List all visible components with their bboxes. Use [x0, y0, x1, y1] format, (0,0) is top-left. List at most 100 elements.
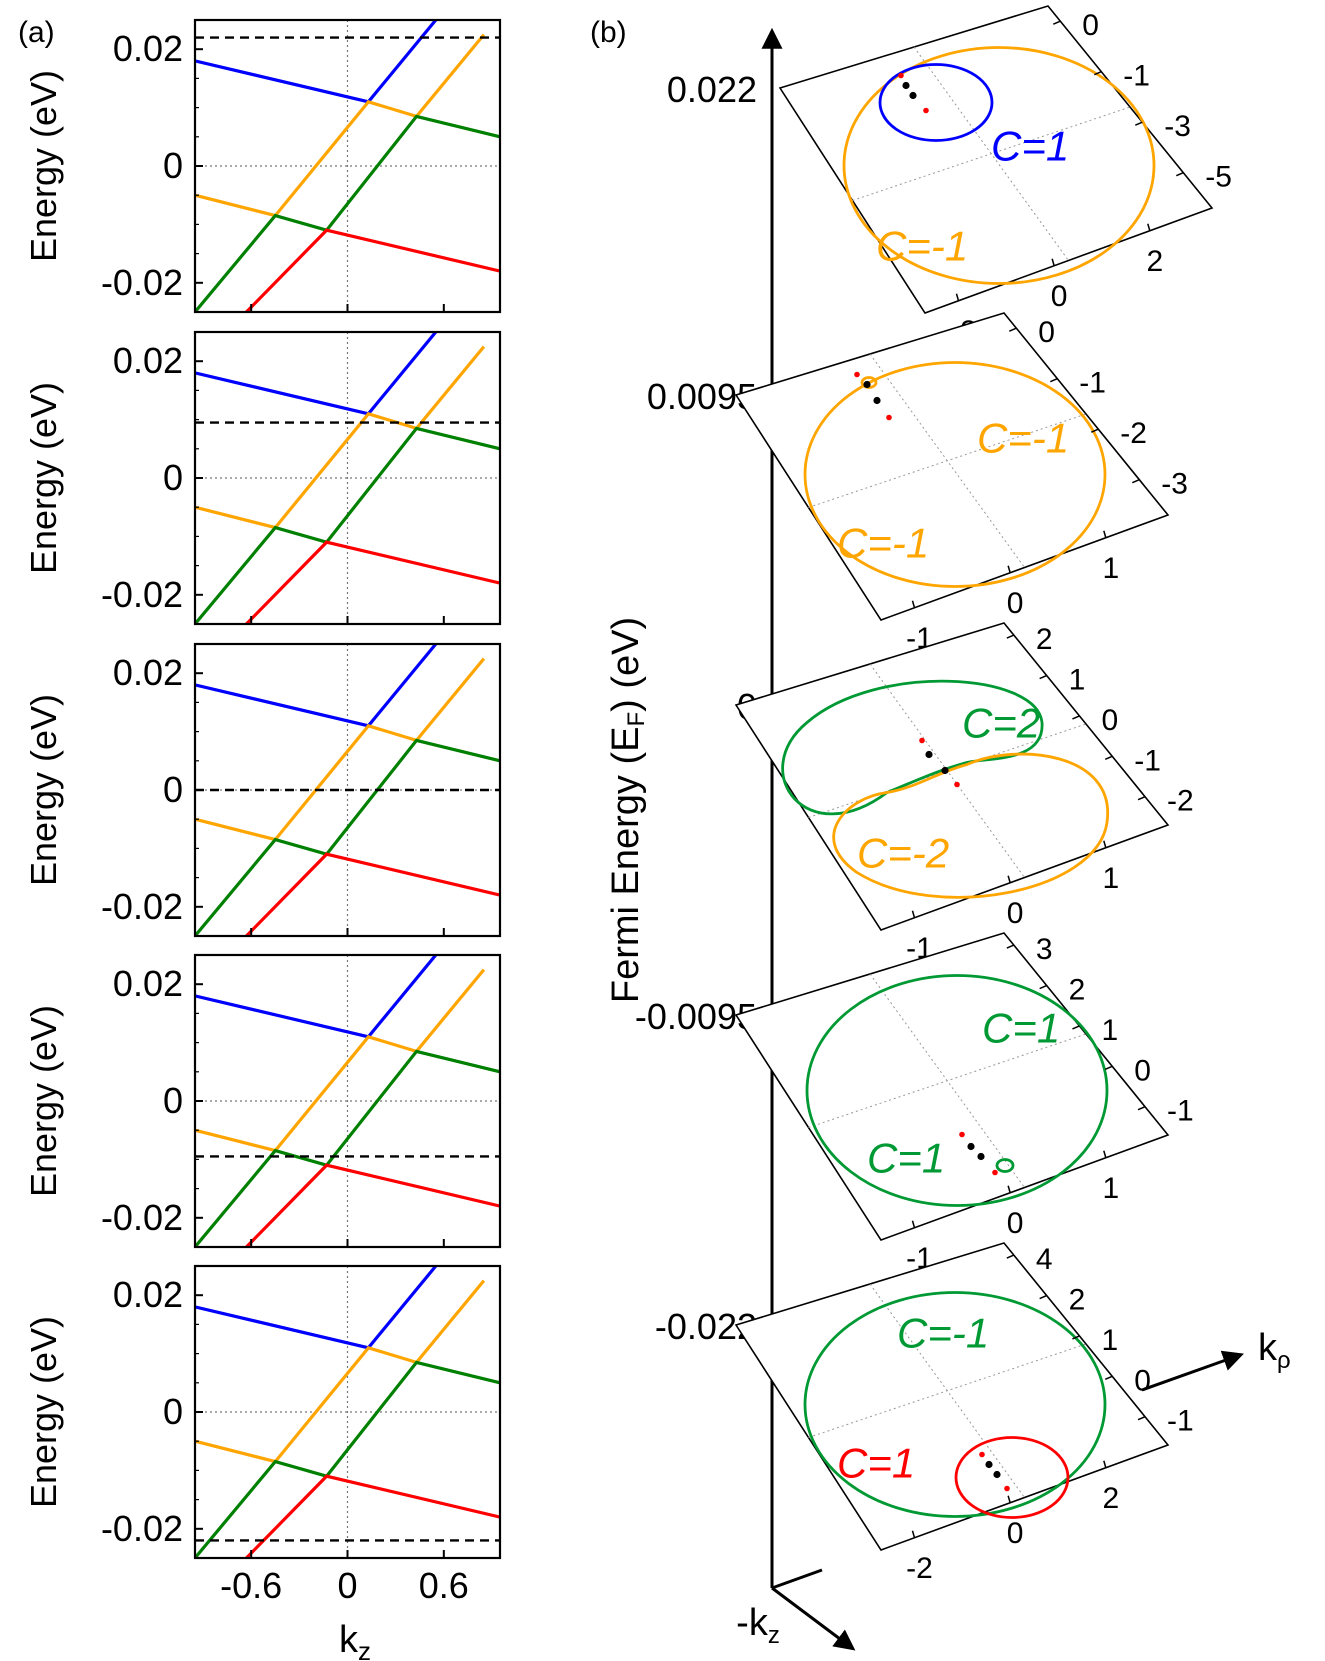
plane-tick-mark [955, 293, 960, 301]
plane-tick-mark [1176, 171, 1184, 177]
y-tick-label: -0.02 [101, 886, 183, 927]
band-subplot: -0.02 0 0.02 Energy (eV) [23, 953, 502, 1249]
band-line [195, 644, 438, 728]
band-subplot: -0.02 0 0.02 Energy (eV) [23, 642, 502, 938]
red-point-marker [854, 371, 860, 378]
red-point-marker [992, 1169, 998, 1176]
base-axis-stub [771, 1568, 823, 1590]
band-line [325, 738, 500, 856]
plane-tick-mark [1007, 1495, 1011, 1503]
x-tick-label: 0 [337, 1565, 357, 1606]
plane-tick-label: 0 [1134, 1054, 1151, 1087]
fermi-contour [803, 1291, 1107, 1518]
plane-tick-label: -3 [1164, 110, 1191, 143]
black-point-marker [985, 1460, 993, 1469]
band-line [415, 345, 486, 430]
plane-gridline [808, 1033, 1087, 1128]
plane-tick-mark [1135, 121, 1143, 126]
plane-tick-label: 2 [1036, 623, 1053, 656]
plane-tick-label: 0 [1134, 1364, 1151, 1397]
fermi-contour [832, 752, 1110, 899]
minus-kz-arrow [771, 1586, 856, 1651]
plane-tick-mark [1094, 70, 1102, 76]
kz-axis-label: kz [339, 1619, 371, 1661]
band-line [195, 955, 438, 1039]
y-tick-label: -0.02 [101, 1197, 183, 1238]
plane-tick-label: 1 [1069, 664, 1086, 697]
band-line [415, 657, 486, 742]
red-point-marker [898, 72, 904, 79]
panel-label-b: (b) [590, 16, 627, 49]
panel-a-band-structure: -0.02 0 0.02 Energy (eV) -0.02 0 0.02 Energy (e… [23, 18, 502, 1606]
plane-gridline [808, 413, 1087, 508]
plane-tick-label: 0 [1007, 587, 1024, 620]
y-tick-label: 0 [163, 1391, 183, 1432]
y-tick-label: 0 [163, 457, 183, 498]
band-subplot: -0.02 0 0.02 Energy (eV) [23, 18, 502, 314]
band-line [195, 332, 438, 416]
plane-tick-label: 2 [1102, 1482, 1119, 1515]
band-line [325, 1360, 500, 1478]
black-point-marker [863, 380, 871, 389]
plane-tick-mark [1104, 755, 1113, 761]
plane-tick-label: 0 [1051, 280, 1068, 313]
chern-number-label: C=-1 [977, 415, 1069, 462]
fermi-contour [995, 1158, 1015, 1173]
x-tick-label: -0.6 [220, 1565, 282, 1606]
fermi-contour [781, 679, 1044, 816]
band-line [415, 968, 486, 1053]
band-line [325, 426, 500, 544]
red-point-marker [954, 781, 960, 788]
plane-tick-label: -5 [1205, 161, 1232, 194]
plane-tick-label: 0 [1007, 897, 1024, 930]
y-tick-label: 0.02 [113, 1274, 183, 1315]
band-line [325, 1049, 500, 1167]
fermi-contour [803, 361, 1107, 588]
chern-number-label: C=-1 [876, 223, 968, 270]
plane-tick-label: 1 [1102, 552, 1119, 585]
plane-tick-mark [911, 1220, 916, 1228]
y-tick-label: 0.02 [113, 963, 183, 1004]
band-line [245, 1474, 500, 1558]
fermi-contour [842, 46, 1156, 285]
energy-axis-label: Energy (eV) [23, 1005, 64, 1197]
plane-tick-mark [1006, 944, 1015, 949]
chern-number-label: C=1 [837, 1440, 915, 1487]
y-tick-label: 0.02 [113, 28, 183, 69]
band-subplot: -0.02 0 0.02 -0.6 0 0.6 Energy (eV) [23, 1264, 502, 1606]
red-point-marker [979, 1451, 985, 1458]
band-line [195, 411, 417, 530]
plane-tick-mark [1104, 1065, 1113, 1071]
black-point-marker [873, 396, 881, 405]
band-line [195, 20, 438, 104]
energy-axis-label: Energy (eV) [23, 694, 64, 886]
band-line [325, 114, 500, 232]
plane-tick-label: 1 [1102, 1172, 1119, 1205]
plane-tick-mark [1051, 258, 1055, 266]
plane-tick-mark [1007, 875, 1011, 883]
plane-tick-mark [1039, 984, 1047, 990]
band-line [245, 1163, 500, 1247]
energy-axis-label: Energy (eV) [23, 1316, 64, 1508]
plane-tick-label: 4 [1036, 1243, 1053, 1276]
red-point-marker [1004, 1485, 1010, 1492]
plane-tick-mark [1072, 1025, 1080, 1030]
band-line [245, 540, 500, 624]
plane-outline [734, 312, 1170, 621]
band-line [195, 1459, 328, 1558]
band-line [415, 1279, 486, 1364]
minus-kz-label: -kz [736, 1602, 780, 1649]
plane-tick-label: 0 [1101, 704, 1118, 737]
band-line [195, 1266, 438, 1350]
plane-tick-mark [1103, 1150, 1107, 1158]
band-line [195, 525, 328, 624]
band-line [195, 723, 417, 842]
plane-tick-mark [1132, 478, 1140, 484]
plane-tick-label: 0 [1007, 1207, 1024, 1240]
plane-tick-label: -2 [1167, 785, 1194, 818]
plane-tick-mark [911, 910, 916, 918]
